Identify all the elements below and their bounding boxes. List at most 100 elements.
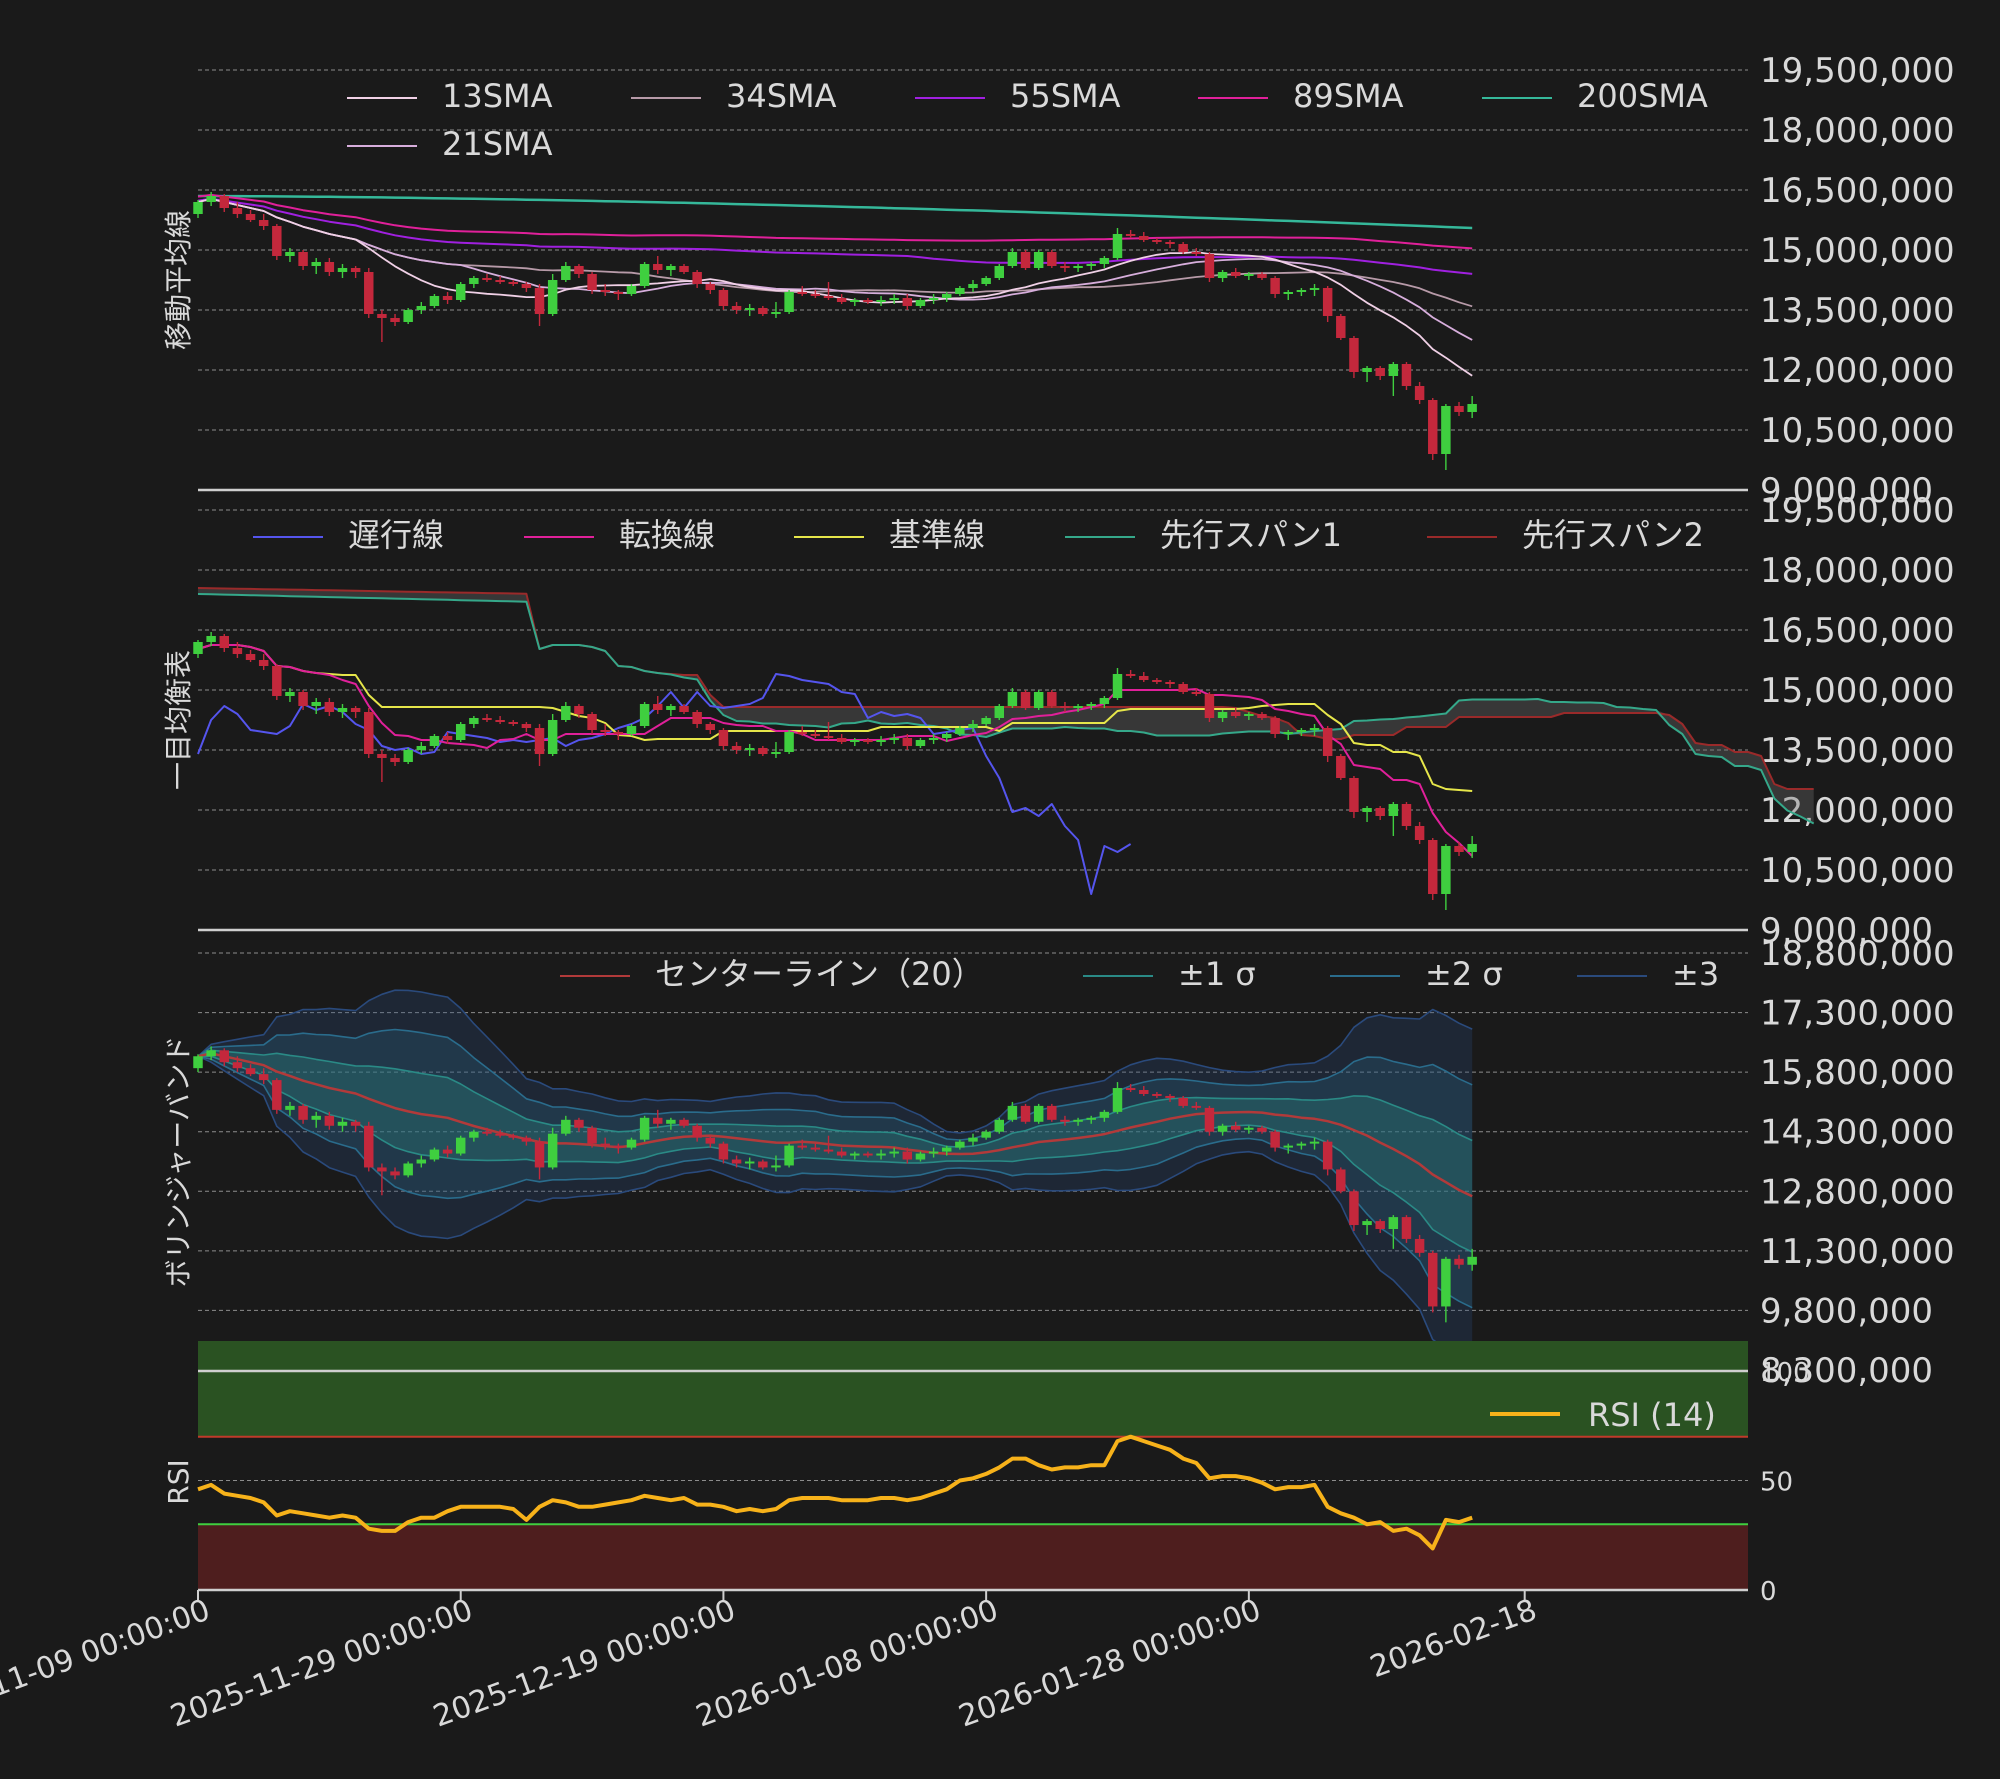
candle-body xyxy=(889,1151,899,1154)
candle-body xyxy=(1467,404,1477,412)
candle-body xyxy=(364,712,374,754)
candle-body xyxy=(298,692,308,706)
candle-body xyxy=(1362,1221,1372,1226)
candle-body xyxy=(377,754,387,758)
candle-body xyxy=(350,708,361,712)
candle-body xyxy=(1336,756,1346,778)
candle-body xyxy=(1322,728,1333,756)
candle-body xyxy=(653,1117,663,1124)
candle-body xyxy=(403,1163,413,1176)
candle-body xyxy=(245,654,256,660)
y-tick-label: 15,000,000 xyxy=(1760,671,1955,711)
candle-body xyxy=(1428,400,1438,454)
candle-body xyxy=(574,706,584,714)
candle-body xyxy=(823,736,834,738)
candle-body xyxy=(1388,1217,1399,1230)
sigma2-band xyxy=(198,1029,1473,1308)
candle-body xyxy=(718,290,729,306)
candle-body xyxy=(1441,406,1451,454)
candle-body xyxy=(915,300,926,306)
candle-body xyxy=(928,738,939,740)
candle-body xyxy=(1007,692,1018,706)
candle-body xyxy=(1191,1105,1202,1108)
legend-label: 先行スパン1 xyxy=(1160,516,1342,554)
candle-body xyxy=(206,196,216,202)
candle-body xyxy=(1375,808,1385,816)
candle-body xyxy=(1414,386,1425,400)
candle-body xyxy=(718,1143,729,1160)
candle-body xyxy=(902,1151,913,1160)
candle-body xyxy=(1309,288,1320,290)
kumo-cloud xyxy=(198,588,1814,824)
candle-body xyxy=(1270,1131,1280,1148)
candle-body xyxy=(1230,272,1241,276)
candle-body xyxy=(324,702,335,712)
candle-body xyxy=(1047,1105,1057,1120)
candle-body xyxy=(784,1145,794,1166)
candle-body xyxy=(482,718,492,720)
candle-body xyxy=(1086,704,1096,706)
candle-body xyxy=(981,718,991,724)
candle-body xyxy=(653,704,663,710)
candle-body xyxy=(1309,728,1320,730)
candle-body xyxy=(797,732,807,734)
candle-body xyxy=(1033,692,1044,708)
candle-body xyxy=(863,740,873,742)
candle-body xyxy=(1217,712,1228,718)
y-tick-label: 11,300,000 xyxy=(1760,1232,1955,1272)
candle-body xyxy=(1414,826,1425,840)
candle-body xyxy=(232,208,243,214)
candle-body xyxy=(416,306,427,310)
chikou-line xyxy=(197,673,1132,895)
candle-body xyxy=(968,284,978,288)
candle-body xyxy=(810,734,821,736)
candle-body xyxy=(981,1131,991,1138)
legend-label: 遅行線 xyxy=(348,516,444,554)
candle-body xyxy=(350,1121,361,1126)
candle-body xyxy=(1257,1127,1267,1132)
candle-body xyxy=(206,1050,216,1057)
candle-body xyxy=(482,278,492,280)
candle-body xyxy=(1401,1217,1412,1239)
candle-body xyxy=(1230,1125,1241,1130)
sma21-line xyxy=(197,198,1473,341)
candle-body xyxy=(1230,712,1241,716)
candle-body xyxy=(994,266,1004,278)
candle-body xyxy=(1283,1145,1293,1148)
y-tick-label: 15,800,000 xyxy=(1760,1053,1955,1093)
candle-body xyxy=(258,220,269,226)
candle-body xyxy=(442,296,453,300)
sigma2-lower-line xyxy=(197,1055,1473,1309)
candle-body xyxy=(902,298,913,306)
candle-body xyxy=(942,734,952,738)
y-axis-label: 移動平均線 xyxy=(162,210,195,350)
candle-body xyxy=(245,1068,256,1075)
candle-body xyxy=(311,702,321,706)
candle-body xyxy=(285,1105,295,1110)
candle-body xyxy=(666,266,676,270)
candle-body xyxy=(311,262,321,266)
candle-body xyxy=(784,732,794,752)
x-tick-label: 2025-12-19 00:00:00 xyxy=(429,1593,740,1735)
candle-body xyxy=(1362,368,1372,372)
candle-body xyxy=(731,306,742,310)
candle-body xyxy=(626,726,637,734)
candle-body xyxy=(1204,254,1215,278)
candle-body xyxy=(1336,1169,1346,1192)
candle-body xyxy=(758,308,768,314)
candle-body xyxy=(1217,272,1228,278)
x-tick-label: 2026-02-18 xyxy=(1366,1593,1542,1686)
candle-body xyxy=(442,736,453,740)
candle-body xyxy=(1414,1238,1425,1253)
candle-body xyxy=(364,1125,374,1168)
candle-body xyxy=(1322,288,1333,316)
candle-body xyxy=(1152,680,1162,682)
candle-body xyxy=(232,648,243,654)
candle-body xyxy=(219,196,229,208)
candle-body xyxy=(364,272,374,314)
candle-body xyxy=(994,1119,1004,1132)
candle-body xyxy=(1112,234,1123,258)
sma89-line xyxy=(197,193,1473,250)
candle-body xyxy=(390,758,400,762)
candle-body xyxy=(298,252,308,266)
